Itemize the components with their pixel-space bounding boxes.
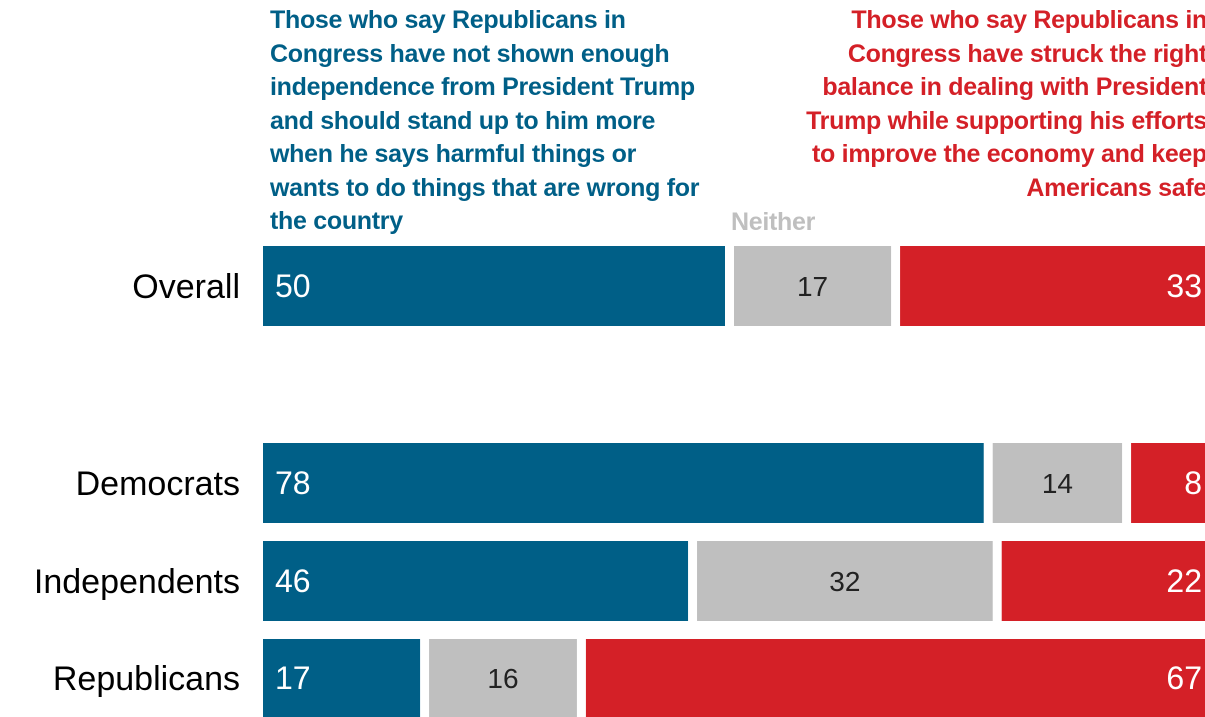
bar-right-republicans	[585, 639, 1205, 717]
bar-neither-republicans	[429, 639, 577, 717]
value-label-right-independents: 22	[1166, 563, 1202, 599]
value-label-right-republicans: 67	[1166, 660, 1202, 696]
bar-left-independents	[263, 541, 689, 621]
bar-right-overall	[900, 246, 1205, 326]
row-label-democrats: Democrats	[76, 465, 240, 503]
bar-right-independents	[1001, 541, 1205, 621]
header-left-response: Those who say Republicans in Congress ha…	[270, 6, 700, 235]
value-label-neither-democrats: 14	[1042, 468, 1073, 499]
row-label-overall: Overall	[132, 268, 240, 306]
bar-left-overall	[263, 246, 725, 326]
bar-neither-democrats	[992, 443, 1123, 523]
value-label-left-democrats: 78	[275, 465, 311, 501]
value-label-neither-independents: 32	[829, 566, 860, 597]
row-label-republicans: Republicans	[53, 660, 240, 698]
value-label-neither-overall: 17	[797, 271, 828, 302]
bar-neither-overall	[734, 246, 892, 326]
bar-neither-independents	[697, 541, 993, 621]
value-label-left-independents: 46	[275, 563, 311, 599]
value-label-left-overall: 50	[275, 268, 311, 304]
value-label-right-overall: 33	[1166, 268, 1202, 304]
value-label-left-republicans: 17	[275, 660, 311, 696]
row-label-independents: Independents	[34, 563, 240, 601]
bar-left-democrats	[263, 443, 984, 523]
header-right-response: Those who say Republicans in Congress ha…	[806, 6, 1205, 202]
value-label-neither-republicans: 16	[487, 663, 518, 694]
value-label-right-democrats: 8	[1184, 465, 1202, 501]
bar-left-republicans	[263, 639, 421, 717]
header-neither: Neither	[730, 208, 816, 236]
bar-right-democrats	[1131, 443, 1205, 523]
